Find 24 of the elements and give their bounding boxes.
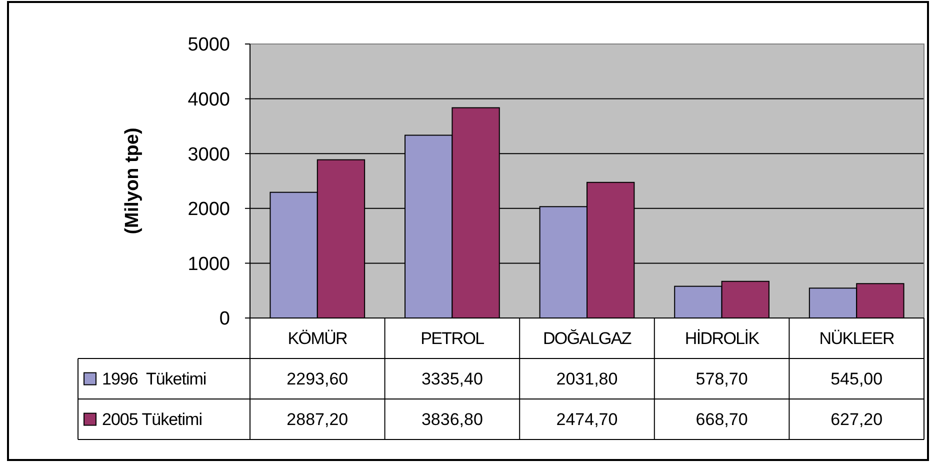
y-axis-title: (Milyon tpe): [122, 128, 143, 234]
y-tick-label: 0: [219, 308, 230, 330]
y-tick-label: 4000: [188, 89, 230, 110]
legend-label: 2005 Tüketimi: [102, 410, 202, 430]
data-label: 627,20: [830, 410, 883, 430]
data-label: 545,00: [830, 370, 883, 389]
y-tick-label: 5000: [188, 34, 230, 56]
data-label: 2293,60: [286, 370, 348, 389]
x-tick-label: NÜKLEER: [819, 329, 894, 348]
data-label: 2887,20: [286, 410, 348, 430]
data-label: 3335,40: [421, 370, 483, 389]
y-tick-label: 3000: [188, 144, 230, 166]
x-tick-label: DOĞALGAZ: [542, 329, 632, 348]
x-tick-label: HİDROLİK: [684, 329, 760, 348]
data-label: 2031,80: [556, 370, 618, 389]
y-tick-label: 1000: [188, 254, 230, 275]
data-label: 668,70: [696, 410, 748, 430]
x-tick-label: KÖMÜR: [288, 329, 348, 348]
data-label: 2474,70: [556, 410, 618, 430]
data-label: 3836,80: [421, 410, 483, 430]
y-tick-label: 2000: [188, 199, 230, 220]
x-tick-label: PETROL: [420, 329, 484, 348]
data-label: 578,70: [696, 370, 748, 389]
legend-label: 1996 Tüketimi: [102, 370, 206, 389]
